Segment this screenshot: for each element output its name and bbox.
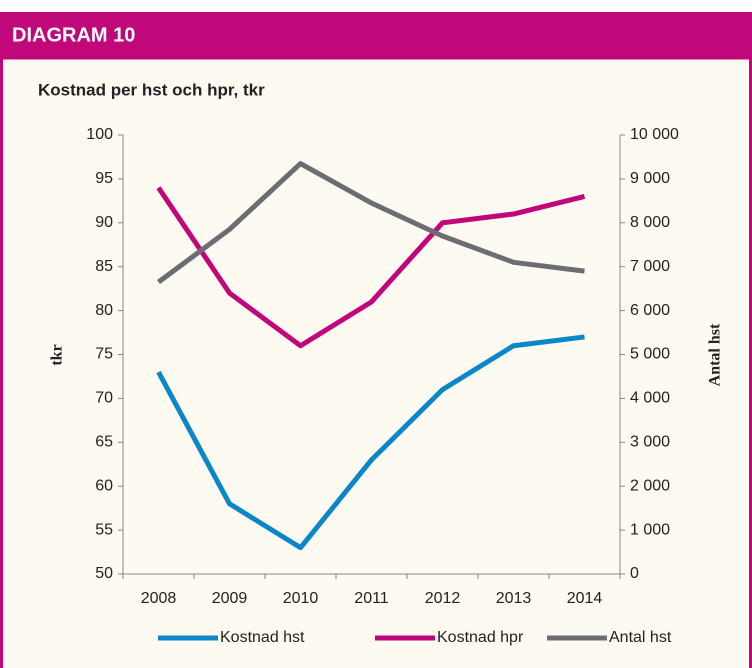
x-tick-label: 2014 (567, 590, 603, 607)
legend-label: Antal hst (609, 629, 672, 646)
x-tick-label: 2013 (496, 590, 532, 607)
legend-label: Kostnad hpr (437, 629, 524, 646)
y2-tick-label: 9 000 (630, 170, 670, 187)
series-line (156, 334, 585, 551)
y2-tick-label: 1 000 (630, 521, 670, 538)
series-line (156, 186, 586, 349)
x-tick-label: 2008 (141, 590, 177, 607)
y2-tick-label: 7 000 (630, 258, 670, 275)
y2-tick-label: 6 000 (630, 302, 670, 319)
y-tick-label: 85 (95, 258, 113, 275)
x-tick-label: 2011 (354, 590, 389, 607)
y-tick-label: 55 (95, 521, 113, 538)
y2-tick-label: 3 000 (630, 434, 670, 451)
x-tick-label: 2009 (212, 590, 248, 607)
series-line (157, 161, 585, 285)
y-tick-label: 50 (95, 565, 113, 582)
y-tick-label: 70 (95, 390, 113, 407)
y2-tick-label: 5 000 (630, 346, 670, 363)
x-tick-label: 2012 (425, 590, 461, 607)
header-title: DIAGRAM 10 (12, 24, 135, 46)
y2-tick-label: 4 000 (630, 390, 670, 407)
y2-tick-label: 0 (630, 565, 639, 582)
panel (0, 56, 752, 668)
y2-axis-title: Antal hst (707, 323, 724, 386)
y-tick-label: 95 (95, 170, 113, 187)
y-tick-label: 75 (95, 346, 113, 363)
y2-tick-label: 8 000 (630, 214, 670, 231)
chart-title: Kostnad per hst och hpr, tkr (38, 80, 265, 99)
y-tick-label: 90 (95, 214, 113, 231)
legend-label: Kostnad hst (220, 629, 305, 646)
y2-tick-label: 2 000 (630, 477, 670, 494)
y2-tick-label: 10 000 (630, 126, 679, 143)
y-tick-label: 80 (95, 302, 113, 319)
x-tick-label: 2010 (283, 590, 319, 607)
y-axis-title: tkr (49, 344, 66, 365)
y-tick-label: 60 (95, 477, 113, 494)
header-band (0, 12, 752, 58)
y-tick-label: 100 (86, 126, 113, 143)
y-tick-label: 65 (95, 434, 113, 451)
